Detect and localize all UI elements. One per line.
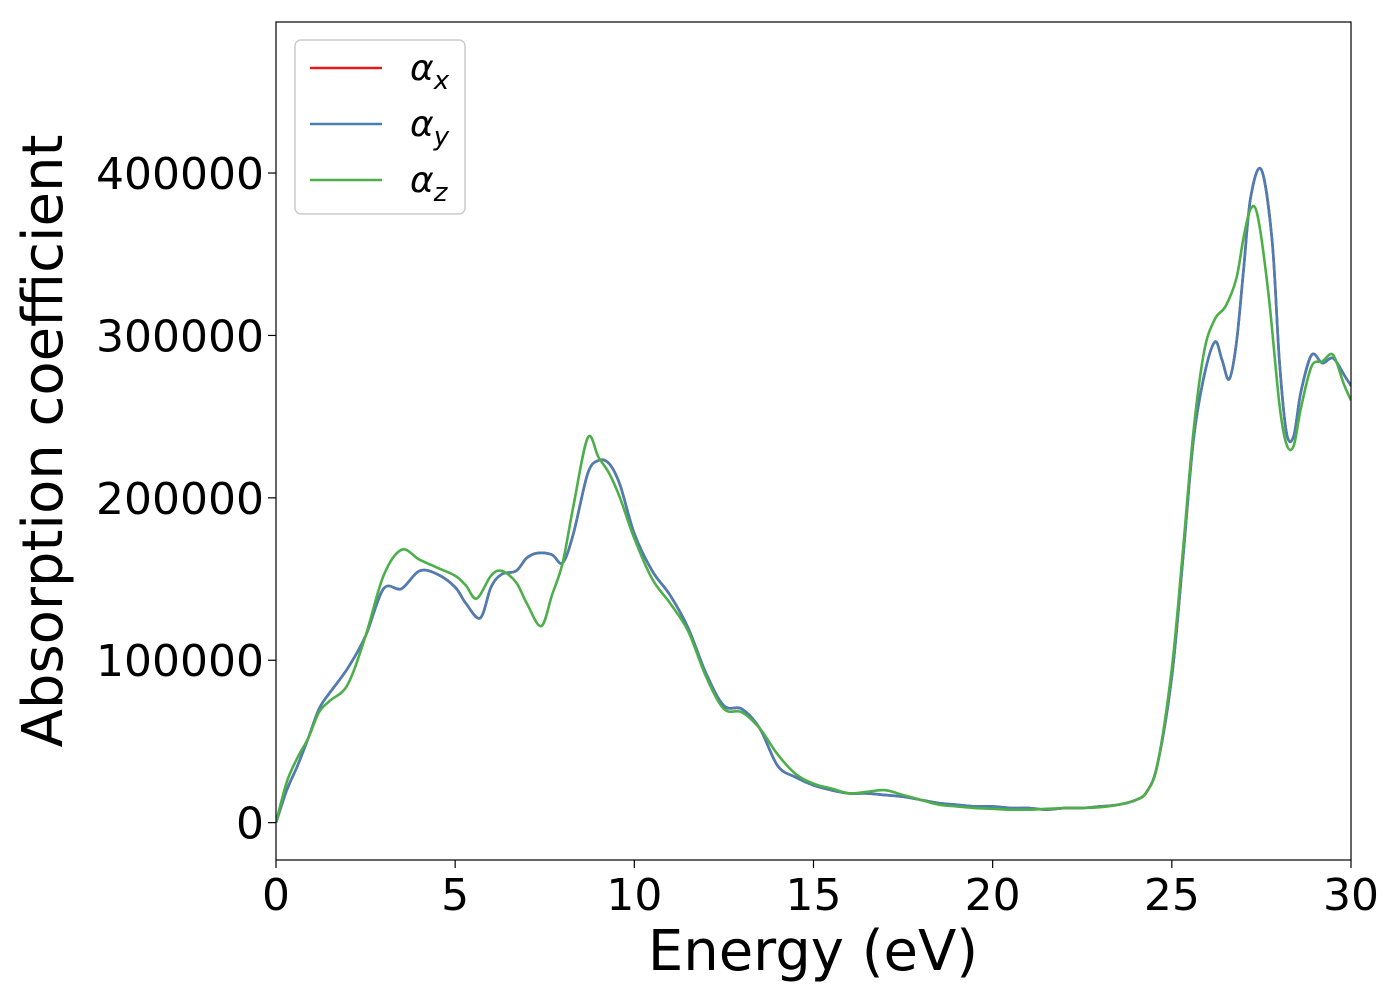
x-tick-label: 25 bbox=[1144, 870, 1200, 921]
y-axis-label: Absorption coefficient bbox=[11, 135, 76, 748]
plot-lines bbox=[276, 166, 1351, 824]
x-tick-label: 15 bbox=[786, 870, 842, 921]
x-tick-label: 0 bbox=[262, 870, 290, 921]
legend: αx αy αz bbox=[294, 39, 466, 215]
x-axis-label: Energy (eV) bbox=[648, 919, 978, 984]
series-line-y bbox=[276, 166, 1351, 824]
legend-label-x: αx bbox=[410, 48, 450, 96]
x-tick-label: 5 bbox=[441, 870, 469, 921]
series-line-z bbox=[276, 204, 1351, 823]
y-tick-label: 0 bbox=[236, 799, 264, 850]
y-tick-label: 400000 bbox=[96, 149, 264, 200]
legend-box bbox=[294, 39, 466, 215]
x-axis: 0 5 10 15 20 25 30 bbox=[262, 860, 1379, 921]
y-tick-label: 300000 bbox=[96, 311, 264, 362]
y-tick-label: 100000 bbox=[96, 636, 264, 687]
legend-label-y: αy bbox=[410, 104, 450, 152]
x-tick-label: 10 bbox=[606, 870, 662, 921]
y-axis: 0 100000 200000 300000 400000 bbox=[96, 149, 276, 850]
x-tick-label: 30 bbox=[1323, 870, 1379, 921]
legend-label-z: αz bbox=[410, 160, 449, 208]
y-tick-label: 200000 bbox=[96, 474, 264, 525]
x-tick-label: 20 bbox=[965, 870, 1021, 921]
